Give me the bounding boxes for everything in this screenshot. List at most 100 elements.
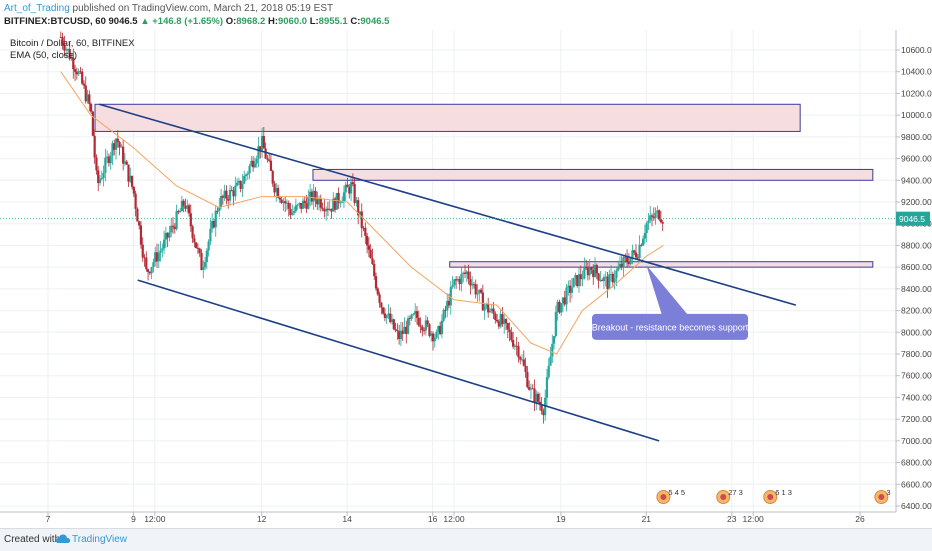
candle-down: [310, 191, 313, 202]
event-flag-center: [720, 494, 727, 500]
open-value: 8968.2: [236, 16, 266, 27]
candle-up: [642, 238, 645, 246]
resistance-zone: [312, 168, 874, 181]
candle-up: [301, 200, 305, 209]
candle-up: [412, 314, 415, 315]
last-price-tag: [896, 211, 930, 226]
candle-down: [369, 249, 372, 259]
candle-up: [552, 336, 556, 344]
candle-up: [453, 279, 456, 286]
candle-up: [572, 278, 575, 288]
x-tick-label: 12: [257, 514, 267, 524]
candle-up: [437, 326, 440, 332]
candle-up: [440, 320, 443, 335]
y-tick-label: 8800.00: [901, 240, 932, 250]
candle-up: [344, 184, 347, 193]
candle-up: [236, 182, 239, 186]
candle-up: [66, 49, 70, 50]
created-with-label: Created with: [4, 534, 61, 545]
channel-trendline: [137, 279, 660, 442]
candle-up: [654, 212, 657, 218]
candle-down: [624, 257, 627, 259]
symbol-label: BITFINEX:BTCUSD, 60: [4, 16, 106, 27]
candle-down: [284, 201, 287, 204]
candle-up: [403, 326, 406, 334]
candle-down: [146, 269, 150, 272]
candle-up: [465, 271, 468, 275]
candle-down: [627, 261, 630, 264]
author-link[interactable]: Art_of_Trading: [4, 3, 70, 14]
candle-up: [332, 198, 335, 212]
candle-down: [63, 44, 66, 51]
candle-down: [351, 182, 354, 185]
y-tick-label: 7200.00: [901, 414, 932, 424]
candle-up: [410, 314, 413, 319]
candle-up: [390, 319, 394, 323]
event-marker-label: 3: [886, 488, 890, 497]
candle-down: [659, 219, 663, 223]
candle-down: [421, 326, 424, 331]
candle-down: [269, 160, 273, 171]
time-axis[interactable]: 7 9 12:00 12 14 16 12:00 19 21 23 12:00 26: [46, 512, 865, 524]
candle-up: [485, 303, 488, 307]
price-chart[interactable]: Breakout - resistance becomes support 5 …: [0, 30, 932, 528]
candle-down: [378, 294, 381, 303]
candle-up: [656, 210, 659, 213]
candle-down: [330, 208, 333, 212]
candle-up: [615, 270, 618, 279]
y-tick-label: 9800.00: [901, 132, 932, 142]
x-tick-label: 12:00: [743, 514, 765, 524]
candle-down: [122, 146, 125, 164]
candle-up: [292, 211, 296, 213]
candle-down: [579, 274, 582, 279]
candle-down: [472, 284, 476, 286]
candle-up: [157, 252, 160, 262]
candle-down: [225, 190, 228, 199]
candle-down: [415, 311, 419, 318]
candle-down: [107, 156, 110, 164]
candle-down: [155, 252, 159, 262]
candle-down: [463, 272, 467, 275]
candle-down: [398, 331, 401, 340]
candle-down: [360, 211, 363, 228]
x-tick-label: 12:00: [443, 514, 465, 524]
candle-down: [319, 199, 322, 208]
candle-up: [581, 278, 584, 280]
candle-up: [207, 241, 210, 251]
candle-up: [577, 274, 581, 287]
candle-down: [193, 238, 196, 243]
candle-down: [280, 199, 283, 203]
candle-down: [601, 280, 604, 282]
candle-up: [253, 163, 257, 168]
candle-down: [633, 250, 636, 253]
chart-area[interactable]: Breakout - resistance becomes support 5 …: [0, 30, 932, 528]
low-label: L:: [309, 16, 319, 27]
candle-down: [611, 273, 614, 283]
candle-down: [494, 313, 497, 321]
candle-up: [205, 250, 208, 263]
candle-down: [89, 103, 93, 112]
candle-up: [462, 272, 465, 274]
candle-up: [275, 188, 278, 193]
candle-up: [556, 301, 559, 312]
candle-up: [285, 202, 289, 204]
event-marker-label: 6 1 3: [775, 488, 792, 497]
candle-down: [333, 198, 337, 210]
price-axis[interactable]: 6400.00 6600.00 6800.00 7000.00 7200.00 7400.…: [896, 45, 932, 511]
candle-up: [317, 199, 321, 205]
candle-down: [447, 300, 451, 306]
tradingview-brand[interactable]: TradingView: [72, 534, 128, 545]
candle-down: [266, 158, 269, 160]
candle-down: [127, 164, 130, 182]
candle-up: [164, 232, 167, 240]
y-tick-label: 7800.00: [901, 349, 932, 359]
candle-down: [88, 94, 91, 104]
candle-down: [75, 71, 78, 75]
event-flag-center: [767, 494, 774, 500]
candle-down: [487, 303, 490, 313]
candle-up: [339, 202, 342, 204]
candle-down: [61, 37, 64, 45]
candle-up: [325, 208, 328, 212]
candle-down: [510, 332, 513, 341]
y-tick-label: 9600.00: [901, 154, 932, 164]
